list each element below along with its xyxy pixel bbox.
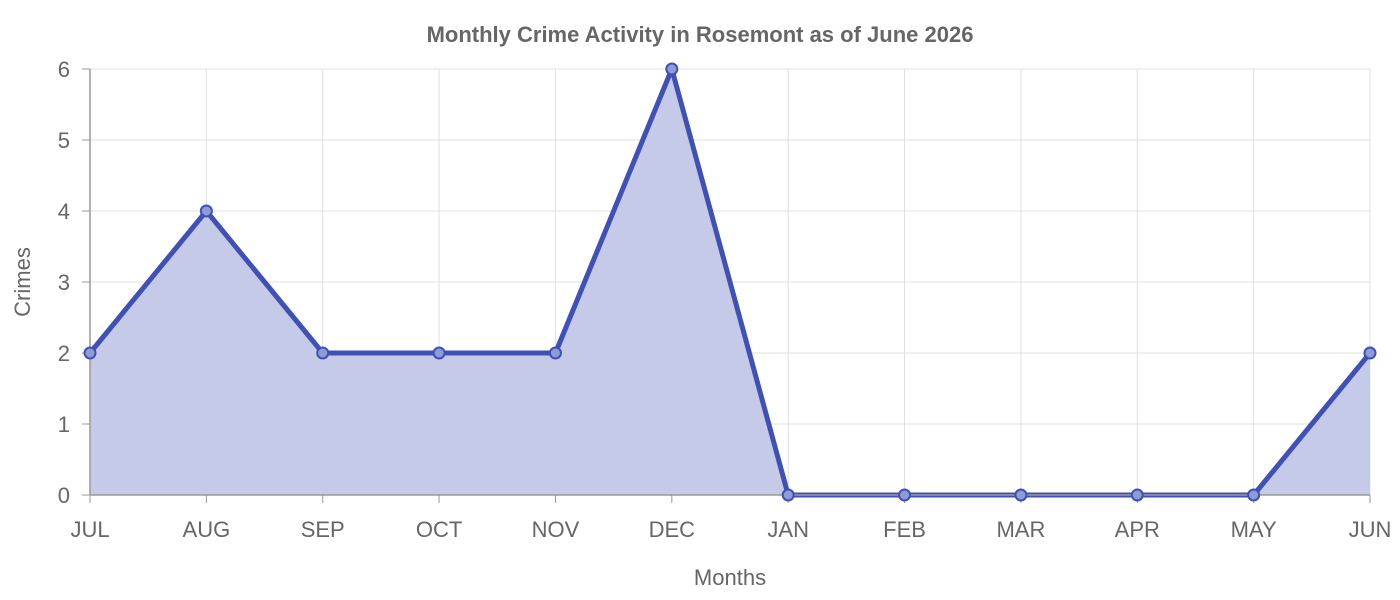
y-tick-label: 0	[58, 483, 70, 508]
x-tick-label: MAR	[996, 517, 1045, 542]
x-tick-label: AUG	[183, 517, 231, 542]
data-point-nov[interactable]	[548, 346, 562, 360]
y-tick-label: 2	[58, 341, 70, 366]
data-points	[83, 62, 1377, 502]
data-point-may[interactable]	[1247, 488, 1261, 502]
data-point-oct[interactable]	[432, 346, 446, 360]
x-tick-label: SEP	[301, 517, 345, 542]
chart-title: Monthly Crime Activity in Rosemont as of…	[427, 22, 974, 47]
y-tick-label: 6	[58, 57, 70, 82]
y-axis-ticks: 0 1 2 3 4 5 6	[58, 57, 90, 508]
x-tick-label: DEC	[649, 517, 696, 542]
x-tick-label: APR	[1115, 517, 1160, 542]
x-tick-label: NOV	[532, 517, 580, 542]
x-tick-label: MAY	[1231, 517, 1277, 542]
data-point-mar[interactable]	[1014, 488, 1028, 502]
data-point-apr[interactable]	[1130, 488, 1144, 502]
x-axis-ticks: JUL AUG SEP OCT NOV DEC JAN FEB MAR APR MAY JUN	[70, 495, 1391, 542]
data-point-sep[interactable]	[316, 346, 330, 360]
x-tick-label: JUN	[1349, 517, 1392, 542]
data-point-jan[interactable]	[781, 488, 795, 502]
data-point-jun[interactable]	[1363, 346, 1377, 360]
x-tick-label: OCT	[416, 517, 462, 542]
y-tick-label: 3	[58, 270, 70, 295]
y-axis-label: Crimes	[10, 247, 35, 317]
data-point-jul[interactable]	[83, 346, 97, 360]
x-axis-label: Months	[694, 565, 766, 590]
data-point-feb[interactable]	[898, 488, 912, 502]
data-point-dec[interactable]	[665, 62, 679, 76]
x-tick-label: FEB	[883, 517, 926, 542]
data-point-aug[interactable]	[199, 204, 213, 218]
y-tick-label: 5	[58, 128, 70, 153]
y-tick-label: 1	[58, 412, 70, 437]
y-tick-label: 4	[58, 199, 70, 224]
x-tick-label: JAN	[767, 517, 809, 542]
x-tick-label: JUL	[70, 517, 109, 542]
